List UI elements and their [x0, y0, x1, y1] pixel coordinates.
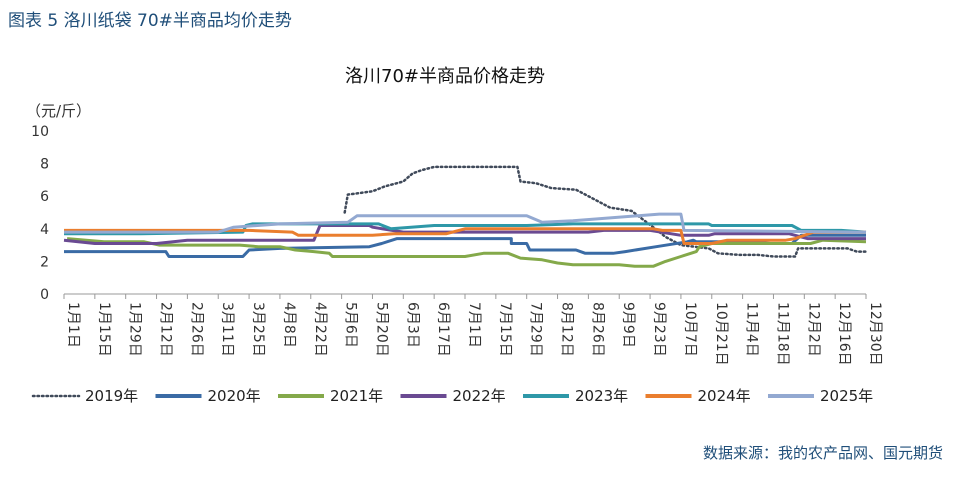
data-source: 数据来源：我的农产品网、国元期货 — [702, 444, 943, 462]
legend-label: 2021年 — [330, 387, 383, 405]
y-tick-label: 0 — [40, 287, 49, 303]
series-line-2024年 — [64, 227, 866, 245]
x-tick-label: 6月17日 — [435, 302, 451, 357]
y-axis-label: （元/斤） — [26, 102, 91, 120]
x-tick-label: 12月16日 — [836, 302, 852, 366]
x-tick-label: 1月15日 — [96, 302, 112, 357]
y-tick-label: 10 — [31, 124, 49, 140]
legend-label: 2025年 — [820, 387, 873, 405]
x-tick-label: 11月18日 — [774, 302, 790, 366]
chart-title: 洛川70#半商品价格走势 — [345, 66, 545, 87]
x-tick-label: 11月4日 — [744, 302, 760, 357]
legend-label: 2024年 — [698, 387, 751, 405]
x-tick-labels: 1月1日 1月15日 1月29日 2月12日 2月26日 3月11日 3月25日 4月8日 4月… — [65, 302, 883, 366]
series-line-2025年 — [64, 212, 867, 234]
x-tick-label: 9月9日 — [620, 302, 636, 348]
x-axis — [63, 293, 867, 299]
x-tick-label: 7月29日 — [528, 302, 544, 357]
x-tick-label: 5月20日 — [373, 302, 389, 357]
x-tick-label: 2月26日 — [188, 302, 204, 357]
series-line-2019年 — [343, 165, 868, 258]
x-tick-label: 1月1日 — [65, 302, 81, 348]
x-tick-label: 9月23日 — [651, 302, 667, 357]
series-line-2020年 — [64, 233, 866, 258]
x-tick-label: 8月26日 — [589, 302, 605, 357]
series-lines — [63, 165, 868, 268]
x-tick-label: 3月11日 — [219, 302, 235, 357]
y-tick-label: 2 — [40, 254, 49, 270]
x-tick-label: 8月12日 — [559, 302, 575, 357]
figure-caption: 图表 5 洛川纸袋 70#半商品均价走势 — [8, 11, 292, 31]
x-tick-label: 5月6日 — [343, 302, 359, 348]
x-tick-label: 6月3日 — [404, 302, 420, 348]
x-tick-label: 12月30日 — [867, 302, 883, 366]
legend-label: 2019年 — [85, 387, 138, 405]
x-tick-label: 4月8日 — [281, 302, 297, 348]
x-tick-label: 10月21日 — [713, 302, 729, 366]
legend-label: 2020年 — [208, 387, 261, 405]
series-line-2022年 — [63, 224, 866, 245]
x-tick-label: 7月1日 — [466, 302, 482, 348]
x-tick-label: 3月25日 — [250, 302, 266, 357]
y-tick-labels: 0 2 4 6 8 10 — [31, 124, 49, 303]
y-tick-label: 4 — [40, 222, 49, 238]
x-tick-label: 1月29日 — [127, 302, 143, 357]
x-tick-label: 4月22日 — [312, 302, 328, 357]
x-tick-label: 10月7日 — [682, 302, 698, 357]
legend-label: 2022年 — [453, 387, 506, 405]
x-tick-label: 12月2日 — [805, 302, 821, 357]
x-tick-label: 2月12日 — [158, 302, 174, 357]
legend-label: 2023年 — [575, 387, 628, 405]
series-line-2021年 — [66, 237, 867, 268]
y-tick-label: 6 — [40, 189, 49, 205]
legend: 2019年 2020年 2021年 2022年 2023年 2024年 2025年 — [31, 387, 873, 405]
x-tick-label: 7月15日 — [497, 302, 513, 357]
y-tick-label: 8 — [40, 157, 49, 173]
